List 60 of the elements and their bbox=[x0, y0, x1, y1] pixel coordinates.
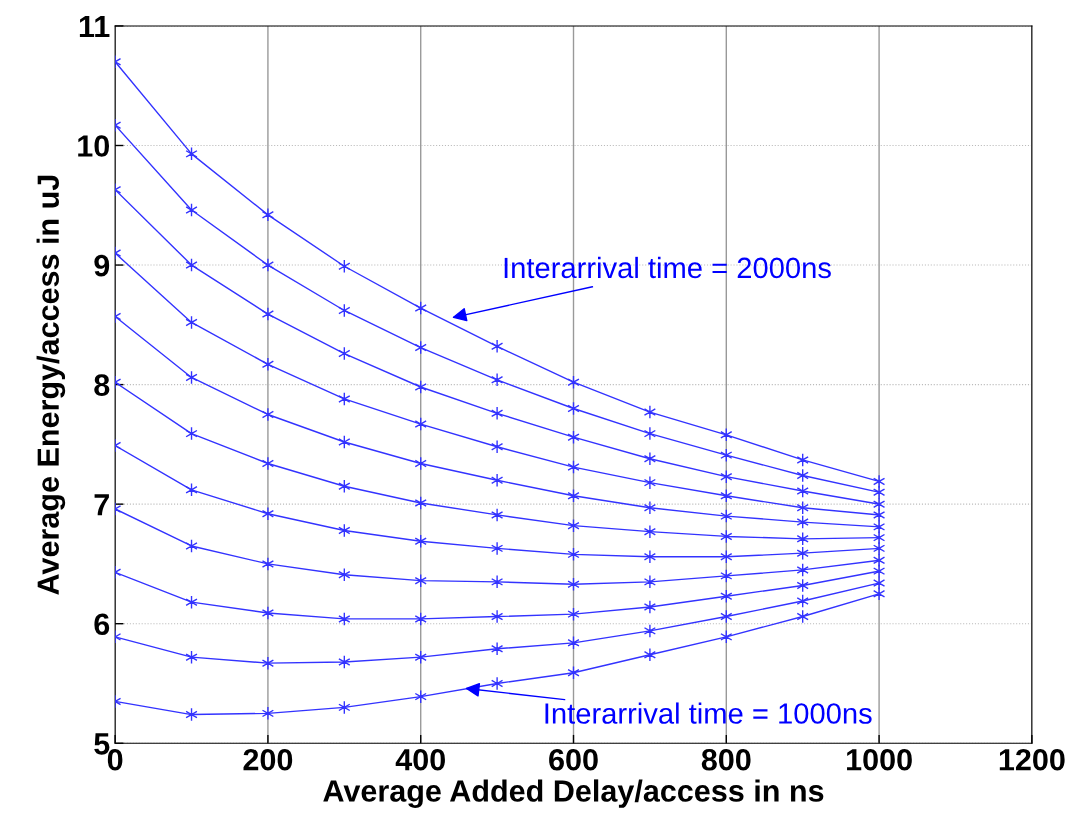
x-tick-label: 200 bbox=[243, 748, 293, 771]
point bbox=[491, 473, 504, 488]
x-axis-title: Average Added Delay/access in ns bbox=[323, 779, 824, 808]
point bbox=[872, 586, 886, 601]
x-tick-label: 1000 bbox=[847, 748, 912, 771]
x-tick-label: 400 bbox=[395, 748, 445, 771]
point bbox=[643, 405, 657, 420]
x-tick-label: 1200 bbox=[999, 748, 1065, 771]
point bbox=[491, 676, 504, 691]
point bbox=[643, 647, 657, 662]
y-tick-label: 9 bbox=[94, 254, 110, 277]
point bbox=[491, 507, 504, 522]
point bbox=[872, 564, 886, 579]
x-tick-label: 800 bbox=[701, 748, 751, 771]
point bbox=[872, 553, 886, 568]
point bbox=[261, 407, 275, 422]
point bbox=[872, 507, 886, 522]
point bbox=[643, 524, 657, 539]
point bbox=[872, 485, 886, 500]
point bbox=[491, 372, 504, 387]
point bbox=[491, 339, 504, 354]
point bbox=[872, 530, 886, 545]
point bbox=[643, 475, 657, 490]
point bbox=[643, 574, 657, 589]
y-axis-title: Average Energy/access in uJ bbox=[36, 175, 66, 595]
point bbox=[872, 497, 886, 512]
point bbox=[643, 600, 657, 614]
point bbox=[261, 307, 275, 322]
point bbox=[872, 576, 886, 591]
y-tick-label: 10 bbox=[78, 135, 110, 157]
point bbox=[261, 357, 275, 372]
point bbox=[872, 474, 886, 489]
point bbox=[261, 656, 275, 671]
y-tick-label: 8 bbox=[94, 374, 110, 396]
point bbox=[261, 207, 275, 222]
point bbox=[261, 605, 275, 620]
annotation: Interarrival time = 1000ns bbox=[545, 702, 872, 724]
y-tick-label: 11 bbox=[79, 16, 110, 38]
annotation: Interarrival time = 2000ns bbox=[504, 256, 831, 279]
point bbox=[261, 506, 275, 521]
point bbox=[491, 439, 504, 454]
y-tick-label: 6 bbox=[94, 613, 110, 636]
point bbox=[261, 706, 275, 721]
point bbox=[491, 406, 504, 421]
point bbox=[261, 556, 275, 571]
y-tick-label: 7 bbox=[94, 494, 109, 516]
point bbox=[643, 426, 657, 441]
point bbox=[491, 609, 504, 624]
point bbox=[872, 519, 886, 534]
point bbox=[643, 623, 657, 638]
point bbox=[261, 258, 275, 272]
point bbox=[491, 641, 504, 656]
point bbox=[491, 541, 504, 556]
point bbox=[643, 451, 657, 466]
x-tick-label: 600 bbox=[549, 748, 598, 771]
point bbox=[872, 541, 886, 556]
point bbox=[643, 500, 657, 515]
point bbox=[491, 574, 504, 589]
point bbox=[261, 456, 275, 471]
point bbox=[643, 549, 657, 564]
